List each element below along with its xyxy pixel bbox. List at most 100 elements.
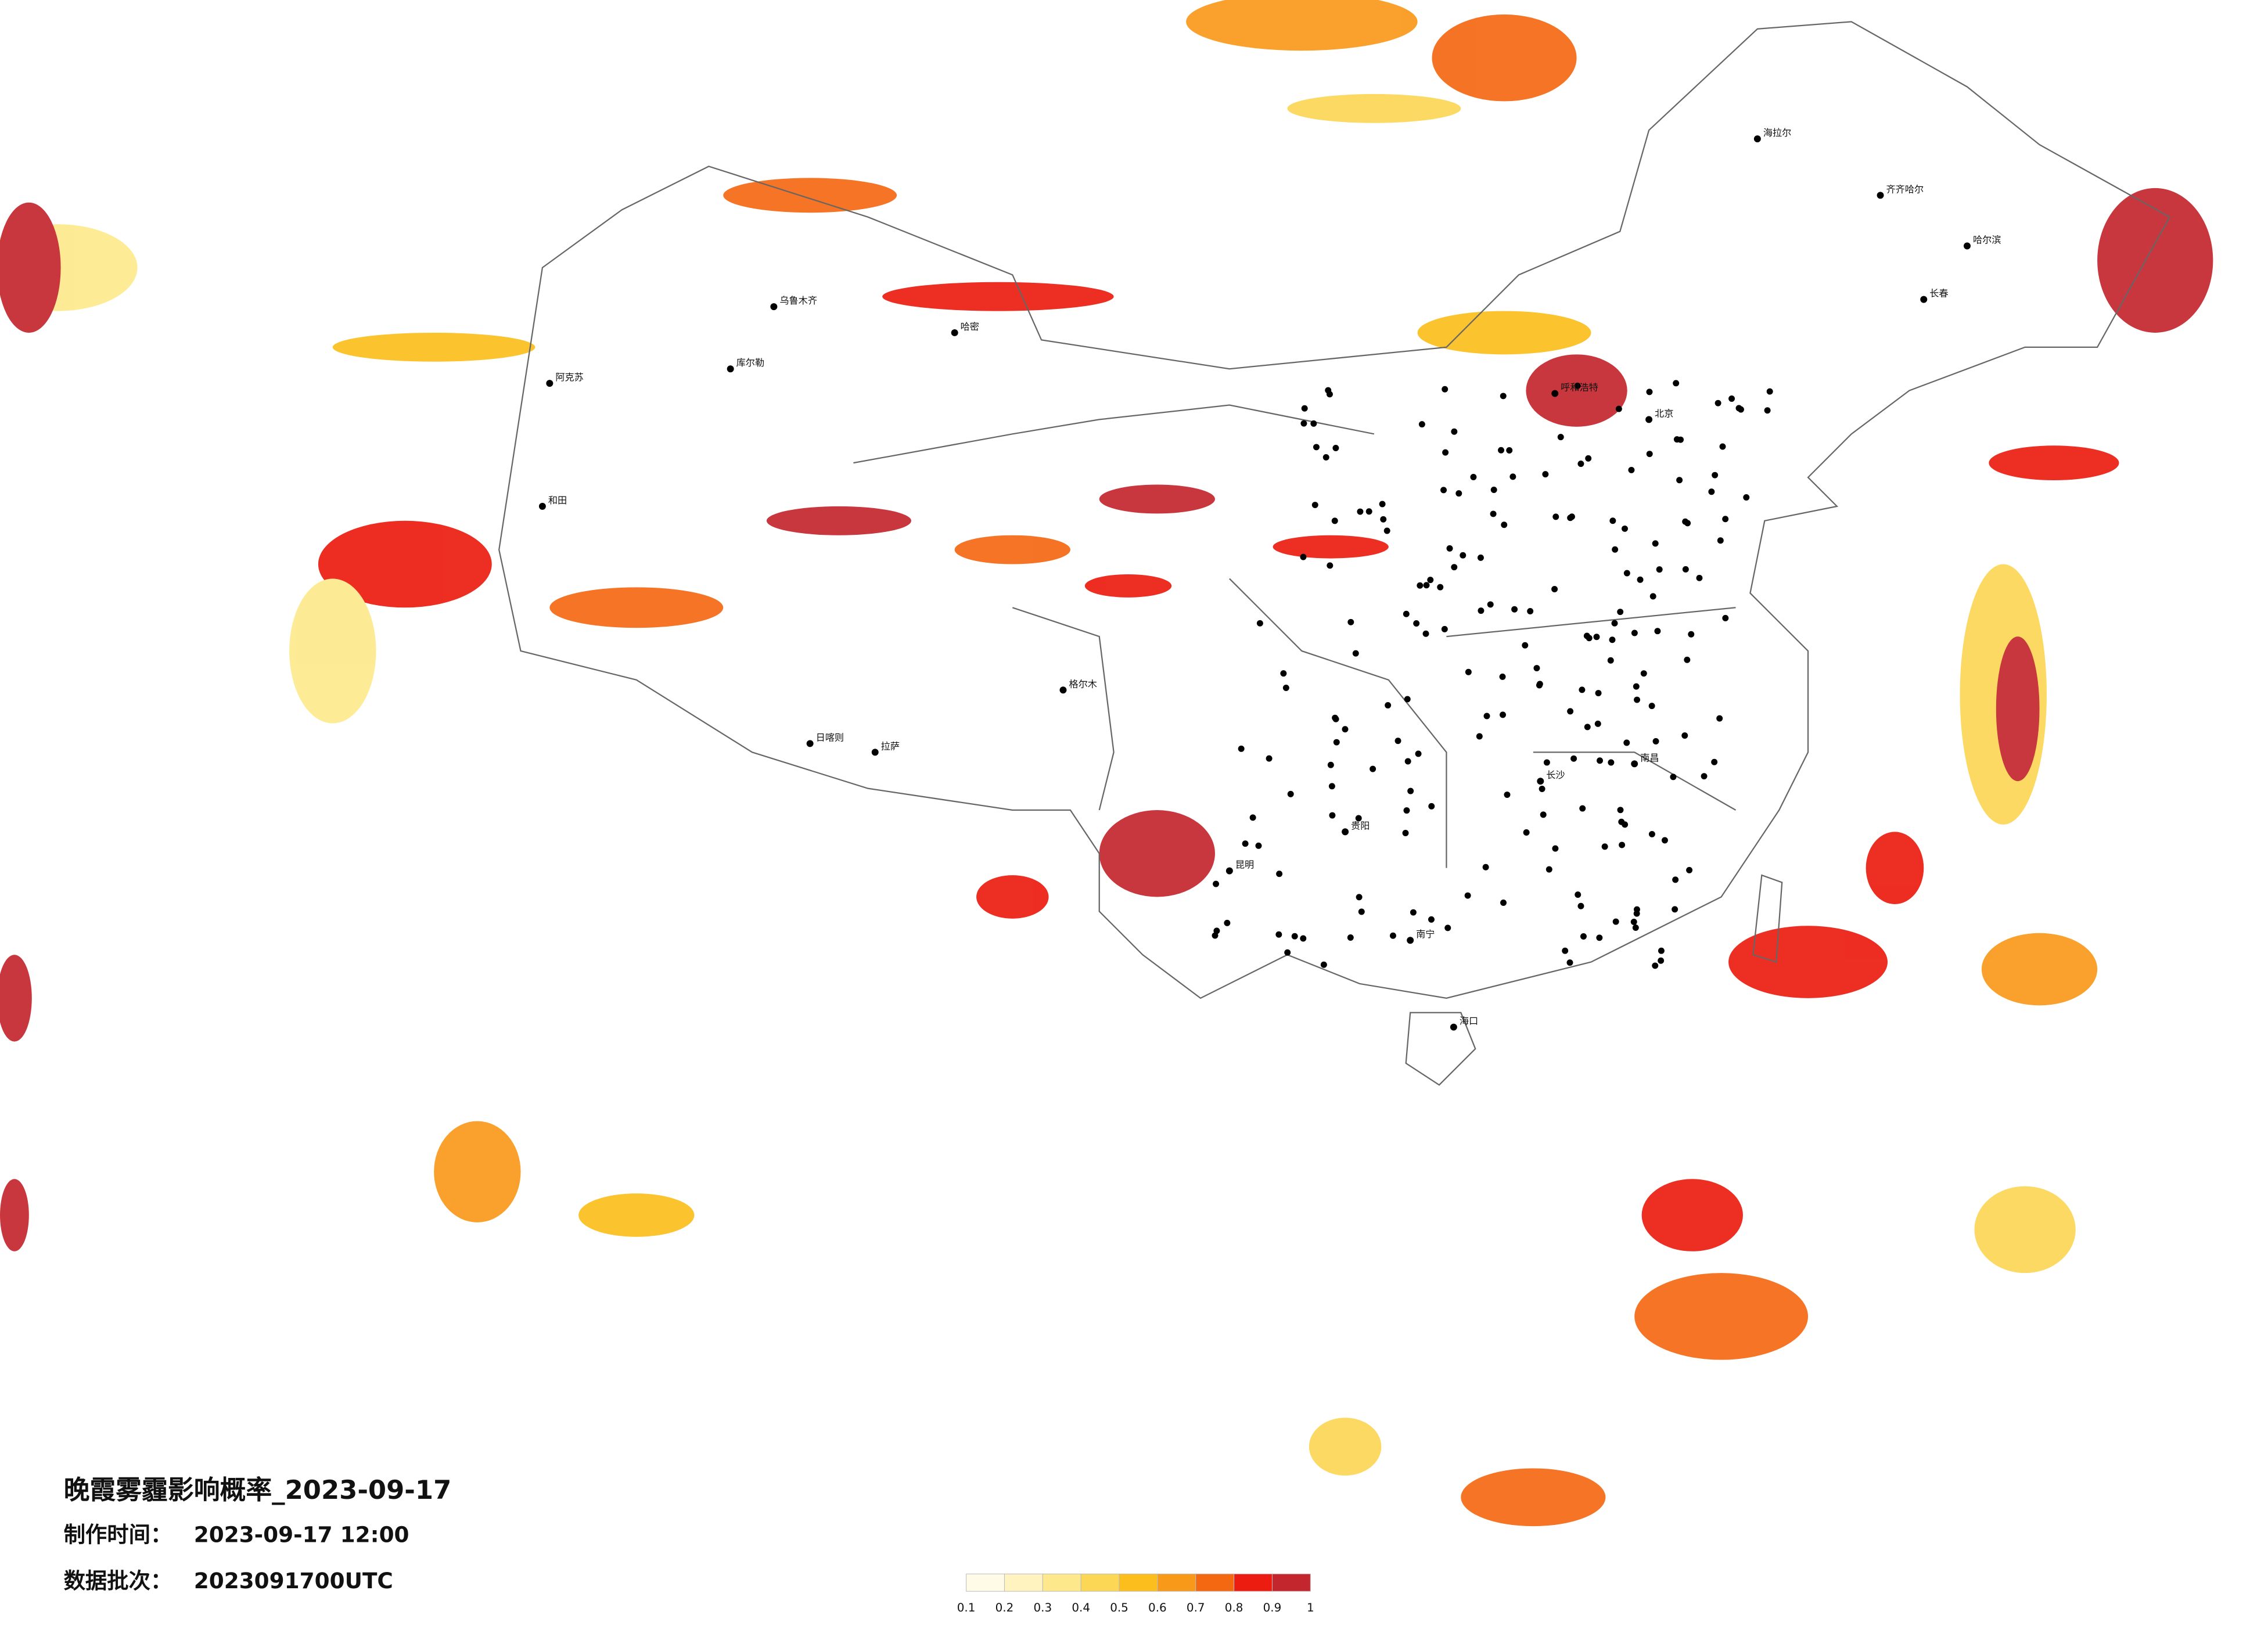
legend-swatch xyxy=(1004,1573,1043,1592)
station-dot xyxy=(1327,562,1334,569)
station-dot xyxy=(1566,959,1573,966)
station-dot xyxy=(1490,510,1497,517)
station-dot xyxy=(1331,517,1338,524)
city-dot xyxy=(1342,828,1349,836)
station-dot xyxy=(1284,949,1291,956)
station-dot xyxy=(1722,516,1729,523)
station-dot xyxy=(1266,755,1273,762)
station-dot xyxy=(1545,866,1552,873)
city-dot xyxy=(1964,242,1971,250)
station-dot xyxy=(1646,388,1653,395)
station-dot xyxy=(1417,582,1424,589)
station-dot xyxy=(1332,444,1339,451)
station-dot xyxy=(1282,684,1289,691)
probability-field xyxy=(0,0,2213,1527)
station-dot xyxy=(1423,582,1430,589)
station-dot xyxy=(1342,726,1349,733)
city-dot xyxy=(1920,296,1928,303)
station-dot xyxy=(1682,566,1689,573)
station-dot xyxy=(1300,420,1307,427)
legend-swatch xyxy=(1042,1573,1081,1592)
station-dot xyxy=(1487,601,1494,608)
city-label: 北京 xyxy=(1655,408,1673,419)
city-label: 贵阳 xyxy=(1351,820,1370,831)
city-label: 南昌 xyxy=(1640,752,1659,763)
station-dot xyxy=(1633,683,1640,690)
station-dot xyxy=(1415,750,1422,757)
station-dot xyxy=(1622,525,1628,532)
station-dot xyxy=(1249,814,1256,821)
legend-swatch xyxy=(1119,1573,1158,1592)
station-dot xyxy=(1483,713,1490,720)
station-dot xyxy=(1708,488,1715,495)
station-dot xyxy=(1333,739,1340,746)
station-dot xyxy=(1688,631,1695,638)
station-dot xyxy=(1540,811,1547,818)
station-dot xyxy=(1673,380,1680,387)
station-dot xyxy=(1728,395,1735,402)
station-dot xyxy=(1311,502,1318,509)
city-label: 长春 xyxy=(1929,288,1948,299)
station-dot xyxy=(1632,924,1639,931)
legend-tick-label: 1 xyxy=(1307,1601,1314,1614)
station-dot xyxy=(1403,610,1410,617)
meta-value: 2023091700UTC xyxy=(194,1568,393,1593)
station-dot xyxy=(1422,630,1429,637)
city-label: 阿克苏 xyxy=(555,372,584,383)
legend-swatch xyxy=(1157,1573,1196,1592)
station-dot xyxy=(1658,947,1665,954)
city-dot xyxy=(727,365,734,373)
station-dot xyxy=(1715,400,1721,406)
station-dot xyxy=(1509,473,1516,480)
station-dot xyxy=(1451,428,1458,435)
station-dot xyxy=(1579,686,1586,693)
city-dot xyxy=(1225,867,1233,875)
station-dot xyxy=(1681,732,1688,739)
station-dot xyxy=(1542,471,1549,478)
station-dot xyxy=(1328,783,1335,790)
city-label: 海拉尔 xyxy=(1763,127,1792,138)
station-dot xyxy=(1574,382,1581,389)
color-legend: 0.1 0.2 0.3 0.4 0.5 0.6 0.7 0.8 0.9 1 xyxy=(957,1573,1314,1614)
station-dot xyxy=(1648,703,1655,710)
station-dot xyxy=(1427,577,1434,584)
station-dot xyxy=(1490,487,1497,493)
station-dot xyxy=(1585,455,1592,462)
station-dot xyxy=(1646,451,1653,458)
station-dot xyxy=(1355,815,1362,822)
station-dot xyxy=(1608,759,1615,766)
station-dot xyxy=(1523,829,1530,836)
legend-tick-label: 0.2 xyxy=(995,1601,1014,1614)
city-dot xyxy=(1753,135,1761,143)
legend-tick-label: 0.4 xyxy=(1072,1601,1090,1614)
station-dot xyxy=(1380,516,1387,523)
station-dot xyxy=(1615,405,1622,412)
station-dot xyxy=(1640,670,1647,677)
station-dot xyxy=(1766,388,1773,395)
station-dot xyxy=(1593,634,1600,641)
legend-swatch xyxy=(1234,1573,1273,1592)
station-dot xyxy=(1596,934,1603,941)
station-dot xyxy=(1440,487,1447,494)
city-dot xyxy=(951,329,958,336)
station-dot xyxy=(1670,774,1677,780)
meta-label: 制作时间： xyxy=(64,1522,172,1548)
station-dot xyxy=(1656,566,1663,573)
station-dot xyxy=(1527,608,1534,615)
station-dot xyxy=(1712,472,1719,479)
station-dot xyxy=(1652,540,1659,547)
station-dot xyxy=(1672,906,1678,913)
station-dot xyxy=(1389,932,1396,939)
station-dot xyxy=(1533,665,1540,672)
station-dot xyxy=(1347,934,1354,941)
city-label: 呼和浩特 xyxy=(1561,382,1598,393)
station-dot xyxy=(1722,614,1729,621)
city-dot xyxy=(538,502,546,510)
station-dot xyxy=(1658,957,1665,964)
city-dot xyxy=(1551,390,1559,397)
station-dot xyxy=(1634,696,1641,703)
station-dot xyxy=(1617,609,1624,616)
station-dot xyxy=(1357,508,1364,515)
